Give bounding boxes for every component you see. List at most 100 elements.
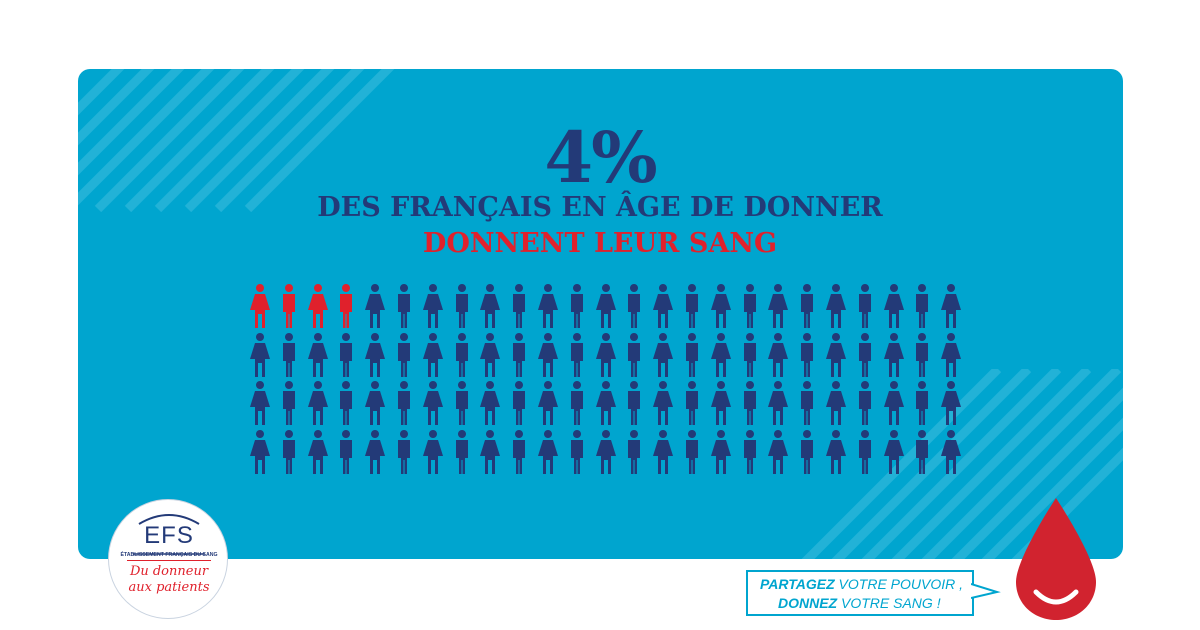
efs-logo: EFS ÉTABLISSEMENT FRANÇAIS DU SANG Du do… xyxy=(108,499,228,619)
cta-line-2-rest: VOTRE SANG ! xyxy=(837,595,941,611)
man-icon xyxy=(916,381,929,425)
woman-icon xyxy=(826,429,846,474)
man-icon xyxy=(340,381,353,425)
man-icon xyxy=(282,284,295,328)
woman-icon xyxy=(710,429,731,474)
man-icon xyxy=(570,332,583,377)
woman-icon xyxy=(883,332,904,377)
woman-icon xyxy=(480,332,501,377)
woman-icon xyxy=(365,429,386,474)
man-icon xyxy=(743,429,756,474)
man-icon xyxy=(398,429,410,474)
woman-icon xyxy=(422,429,443,474)
people-row xyxy=(249,429,963,478)
woman-icon xyxy=(826,381,846,425)
woman-icon xyxy=(307,429,328,474)
woman-icon xyxy=(941,284,962,328)
speech-bubble-tail-icon xyxy=(971,583,1001,599)
man-icon xyxy=(916,429,929,474)
woman-icon xyxy=(826,284,846,328)
woman-icon xyxy=(883,381,904,425)
woman-icon xyxy=(365,284,386,328)
efs-logo-arc xyxy=(133,514,205,555)
woman-icon xyxy=(710,284,731,328)
woman-icon xyxy=(710,381,731,425)
woman-icon xyxy=(307,381,328,425)
woman-icon xyxy=(768,429,789,474)
man-icon xyxy=(628,284,641,328)
man-icon xyxy=(340,332,353,377)
man-icon xyxy=(858,284,871,328)
decorative-stripes-bottomright xyxy=(801,369,1123,559)
man-icon xyxy=(801,381,814,425)
man-icon xyxy=(858,332,871,377)
man-icon xyxy=(513,284,526,328)
woman-icon xyxy=(422,332,443,377)
man-icon xyxy=(340,284,353,328)
woman-icon xyxy=(422,381,443,425)
man-icon xyxy=(916,332,929,377)
woman-icon xyxy=(250,284,270,328)
man-icon xyxy=(398,332,410,377)
woman-icon xyxy=(595,332,616,377)
man-icon xyxy=(916,284,929,328)
man-icon xyxy=(455,429,468,474)
man-icon xyxy=(513,429,526,474)
cta-line-2: DONNEZ VOTRE SANG ! xyxy=(778,595,941,611)
man-icon xyxy=(398,381,410,425)
man-icon xyxy=(455,284,468,328)
man-icon xyxy=(570,429,583,474)
efs-logo-subtitle: ÉTABLISSEMENT FRANÇAIS DU SANG xyxy=(120,552,218,558)
man-icon xyxy=(282,381,295,425)
woman-icon xyxy=(768,332,789,377)
cta-speech-bubble: PARTAGEZ VOTRE POUVOIR , DONNEZ VOTRE SA… xyxy=(746,570,974,616)
man-icon xyxy=(801,429,814,474)
woman-icon xyxy=(480,429,501,474)
woman-icon xyxy=(595,284,616,328)
woman-icon xyxy=(538,284,558,328)
efs-logo-tagline-2: aux patients xyxy=(128,580,210,595)
woman-icon xyxy=(480,284,501,328)
woman-icon xyxy=(941,381,962,425)
man-icon xyxy=(801,332,814,377)
woman-icon xyxy=(365,332,386,377)
man-icon xyxy=(801,284,814,328)
man-icon xyxy=(340,429,353,474)
man-icon xyxy=(513,332,526,377)
headline-line-1: DES FRANÇAIS EN ÂGE DE DONNER xyxy=(317,192,883,223)
headline-percent: 4% xyxy=(544,116,657,199)
woman-icon xyxy=(538,332,558,377)
woman-icon xyxy=(307,284,328,328)
man-icon xyxy=(686,429,698,474)
woman-icon xyxy=(941,429,962,474)
man-icon xyxy=(398,284,410,328)
efs-logo-divider xyxy=(127,560,211,561)
headline-line-2: DONNENT LEUR SANG xyxy=(422,228,778,259)
woman-icon xyxy=(250,429,270,474)
woman-icon xyxy=(941,332,962,377)
woman-icon xyxy=(250,332,270,377)
man-icon xyxy=(570,381,583,425)
woman-icon xyxy=(883,429,904,474)
man-icon xyxy=(628,429,641,474)
woman-icon xyxy=(480,381,501,425)
man-icon xyxy=(455,381,468,425)
woman-icon xyxy=(653,381,674,425)
woman-icon xyxy=(710,332,731,377)
cta-line-2-bold: DONNEZ xyxy=(778,595,838,611)
woman-icon xyxy=(653,332,674,377)
man-icon xyxy=(686,284,698,328)
woman-icon xyxy=(595,381,616,425)
man-icon xyxy=(455,332,468,377)
woman-icon xyxy=(538,429,558,474)
people-row xyxy=(249,284,963,332)
woman-icon xyxy=(250,381,270,425)
people-row xyxy=(249,332,963,381)
cta-line-1: PARTAGEZ VOTRE POUVOIR , xyxy=(760,576,963,592)
cta-line-1-bold: PARTAGEZ xyxy=(760,576,835,592)
people-row xyxy=(249,381,963,429)
efs-logo-name: EFS xyxy=(144,522,194,549)
man-icon xyxy=(282,429,295,474)
woman-icon xyxy=(365,381,386,425)
man-icon xyxy=(858,429,871,474)
